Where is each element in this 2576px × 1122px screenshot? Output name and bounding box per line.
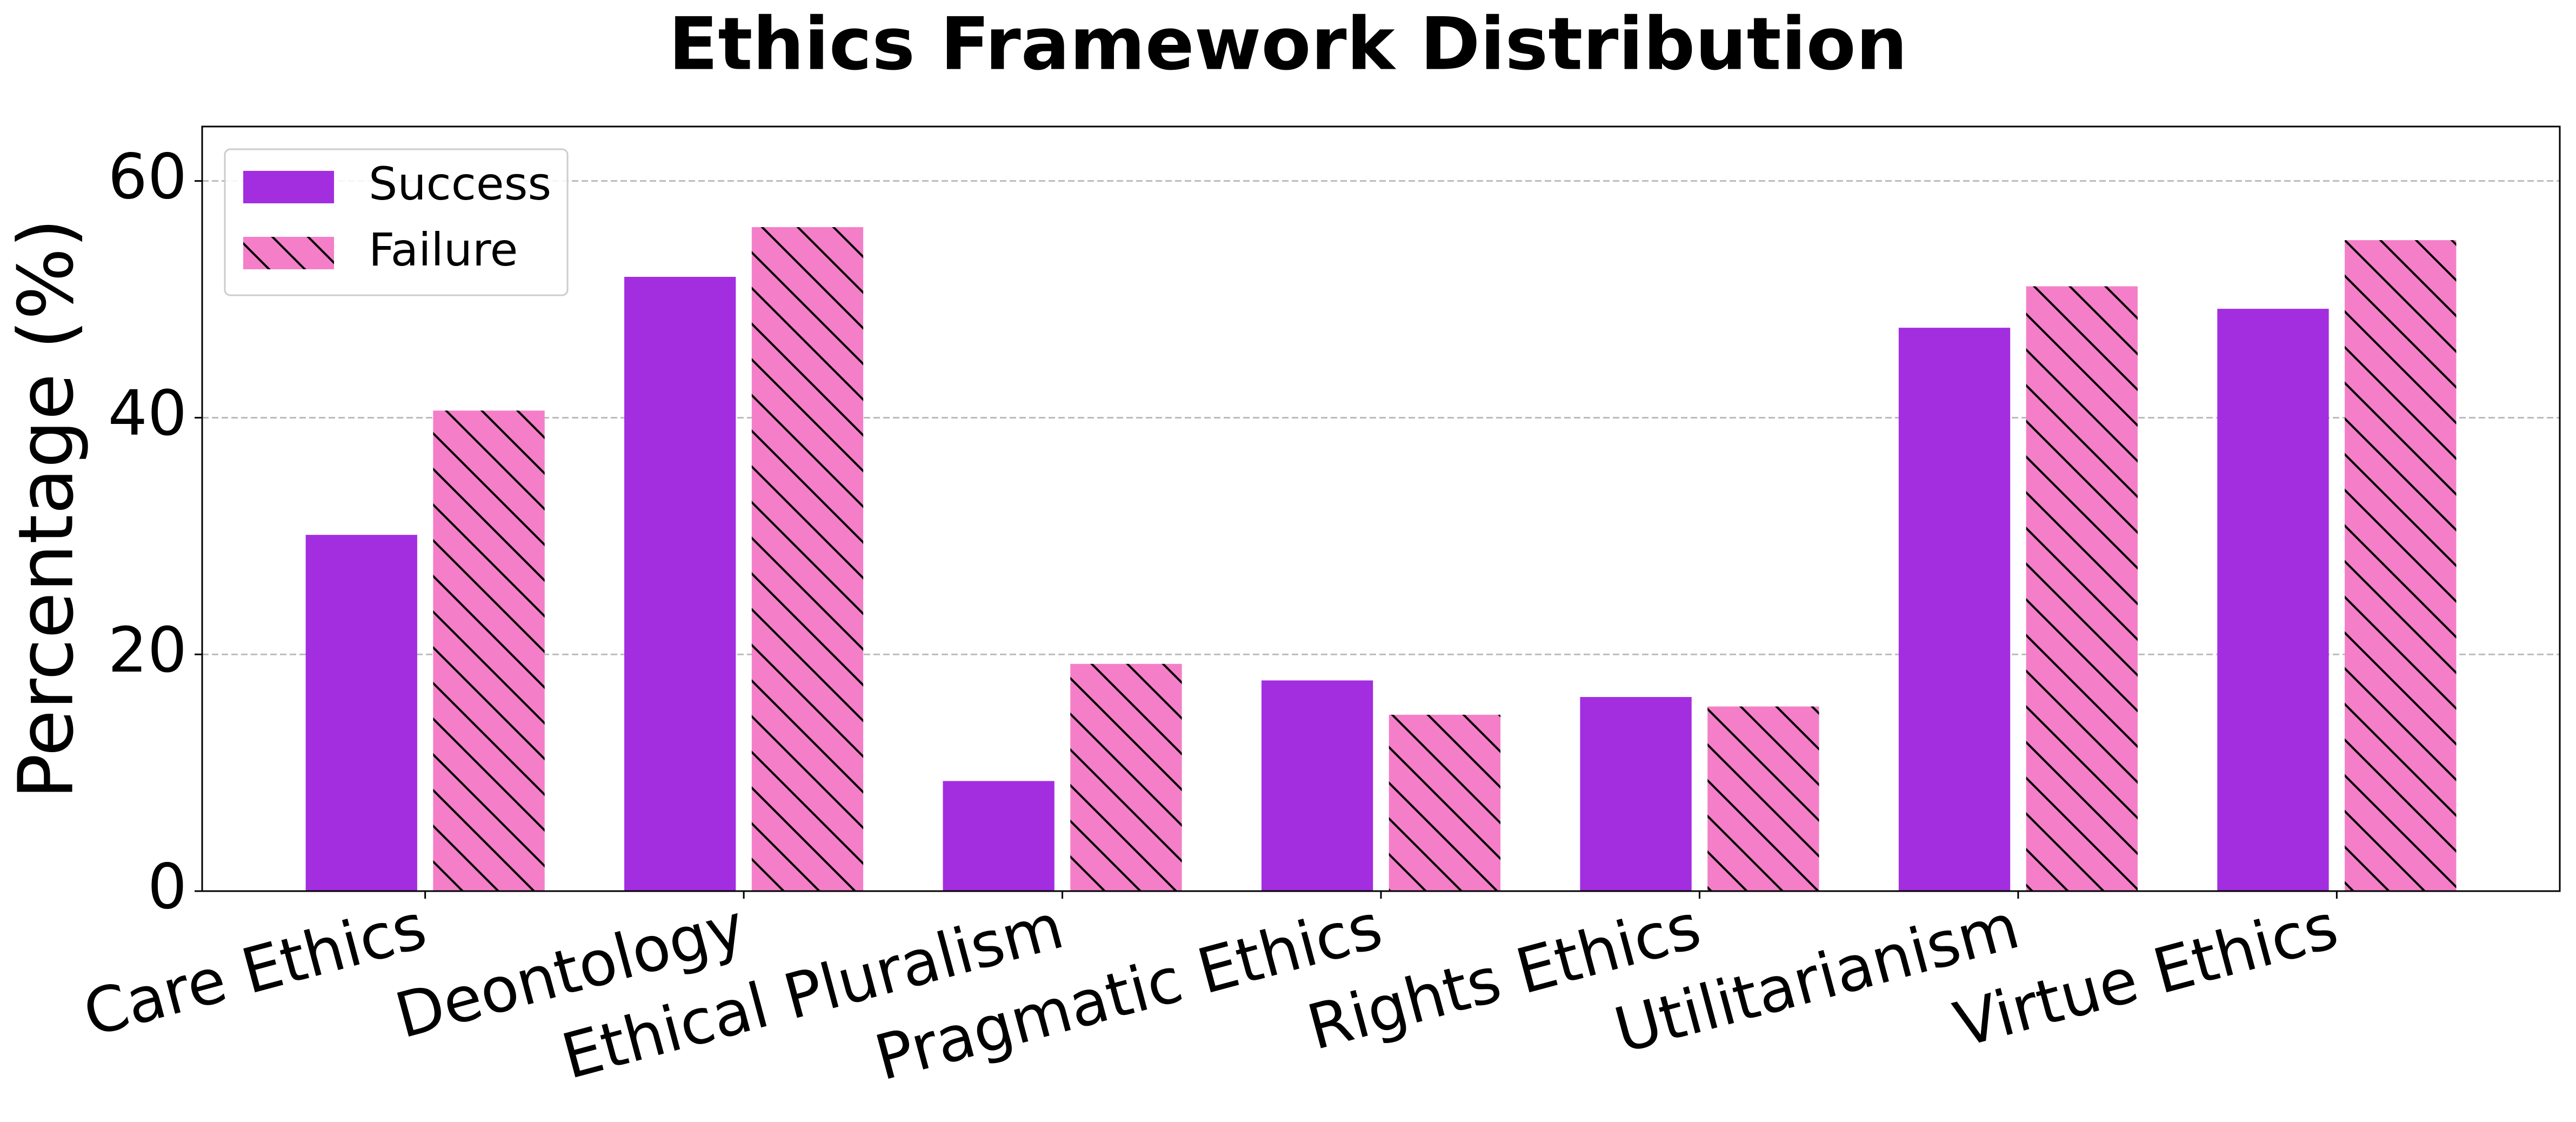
legend-swatch (243, 171, 334, 203)
plot-frame (201, 125, 2561, 892)
legend-label: Failure (369, 223, 518, 276)
bar (1070, 663, 1182, 891)
legend-swatch (243, 237, 334, 269)
bar (1707, 706, 1819, 891)
y-tick-label: 40 (108, 377, 187, 450)
y-axis-label: Percentage (%) (3, 218, 91, 799)
bar (2217, 309, 2329, 891)
bar (305, 535, 417, 891)
bar (624, 276, 736, 892)
legend-label: Success (369, 157, 551, 210)
y-tick-label: 60 (108, 141, 187, 213)
y-tick-label: 0 (148, 851, 187, 924)
bar (943, 781, 1055, 891)
chart-title: Ethics Framework Distribution (669, 2, 1907, 87)
bar (1389, 714, 1501, 891)
bar (433, 410, 545, 891)
bar (751, 227, 864, 892)
y-tick-label: 20 (108, 614, 187, 687)
x-tick-label: Care Ethics (76, 890, 433, 1051)
bar (2345, 240, 2457, 892)
bar (2026, 286, 2138, 891)
bar (1580, 697, 1692, 891)
bar (1898, 328, 2011, 892)
bar (1261, 680, 1373, 891)
